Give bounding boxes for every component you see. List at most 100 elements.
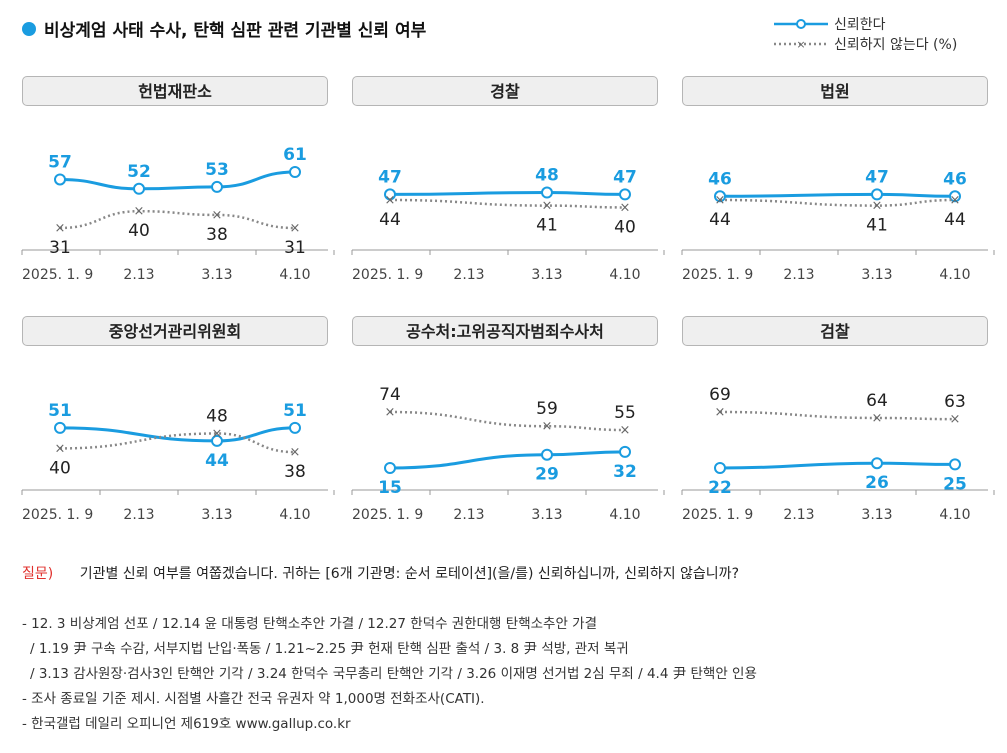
trust-data-label: 47 xyxy=(865,167,889,187)
title-text: 비상계엄 사태 수사, 탄핵 심판 관련 기관별 신뢰 여부 xyxy=(44,21,427,41)
trust-data-label: 47 xyxy=(378,167,402,187)
x-tick-label: 3.13 xyxy=(861,267,892,283)
distrust-point: × xyxy=(55,441,66,456)
distrust-point: × xyxy=(872,199,883,214)
panel-title-1: 경찰 xyxy=(352,76,658,106)
distrust-point: × xyxy=(620,423,631,438)
trust-data-label: 51 xyxy=(283,401,307,421)
trust-point xyxy=(384,188,396,201)
distrust-point: × xyxy=(620,200,631,215)
legend-distrust-line-icon: × xyxy=(774,38,828,50)
question-text: 기관별 신뢰 여부를 여쭙겠습니다. 귀하는 [6개 기관명: 순서 로테이션]… xyxy=(79,566,739,582)
distrust-point: × xyxy=(212,208,223,223)
x-tick-label: 2025. 1. 9 xyxy=(682,267,753,283)
x-tick-label: 2.13 xyxy=(123,267,154,283)
legend: 신뢰한다 × 신뢰하지 않는다 (%) xyxy=(772,14,957,54)
trust-point xyxy=(714,190,726,203)
legend-distrust-label: 신뢰하지 않는다 (%) xyxy=(834,37,958,53)
x-tick-label: 4.10 xyxy=(939,267,970,283)
x-tick-label: 2025. 1. 9 xyxy=(352,267,423,283)
distrust-data-label: 40 xyxy=(49,458,71,478)
survey-question: 질문) 기관별 신뢰 여부를 여쭙겠습니다. 귀하는 [6개 기관명: 순서 로… xyxy=(22,563,739,583)
footnote-line: - 12. 3 비상계엄 선포 / 12.14 윤 대통령 탄핵소추안 가결 /… xyxy=(22,616,598,632)
distrust-data-label: 31 xyxy=(284,238,306,258)
distrust-data-label: 48 xyxy=(206,406,228,426)
trust-series-line xyxy=(719,461,956,470)
trust-data-label: 32 xyxy=(613,462,637,482)
trust-point xyxy=(949,190,961,203)
x-tick-label: 4.10 xyxy=(939,507,970,523)
panel-title-3: 중앙선거관리위원회 xyxy=(22,316,328,346)
trust-point xyxy=(541,186,553,199)
trust-point xyxy=(54,173,66,186)
chart-title: 비상계엄 사태 수사, 탄핵 심판 관련 기관별 신뢰 여부 xyxy=(22,16,426,41)
trust-point xyxy=(211,180,223,193)
distrust-data-label: 41 xyxy=(866,216,888,236)
x-tick-label: 4.10 xyxy=(279,507,310,523)
trust-data-label: 53 xyxy=(205,160,229,180)
footnote-line: / 3.13 감사원장·검사3인 탄핵안 기각 / 3.24 한덕수 국무총리 … xyxy=(30,666,757,682)
trust-data-label: 51 xyxy=(48,401,72,421)
distrust-data-label: 40 xyxy=(614,217,636,237)
trust-point xyxy=(619,445,631,458)
x-tick-label: 2.13 xyxy=(783,507,814,523)
trust-data-label: 61 xyxy=(283,145,307,165)
distrust-data-label: 64 xyxy=(866,391,888,411)
trust-data-label: 46 xyxy=(708,169,732,189)
panel-title-0: 헌법재판소 xyxy=(22,76,328,106)
x-tick-label: 2025. 1. 9 xyxy=(22,507,93,523)
title-bullet-icon xyxy=(22,21,36,36)
x-tick-label: 2.13 xyxy=(453,507,484,523)
distrust-data-label: 59 xyxy=(536,399,558,419)
trust-point xyxy=(211,434,223,447)
distrust-point: × xyxy=(385,193,396,208)
x-tick-label: 3.13 xyxy=(201,507,232,523)
distrust-data-label: 41 xyxy=(536,216,558,236)
trust-point xyxy=(871,457,883,470)
trust-point xyxy=(871,188,883,201)
distrust-data-label: 63 xyxy=(944,392,966,412)
distrust-series-line xyxy=(389,198,626,209)
distrust-point: × xyxy=(385,405,396,420)
distrust-data-label: 38 xyxy=(206,225,228,245)
panel-title-5: 검찰 xyxy=(682,316,988,346)
distrust-point: × xyxy=(290,221,301,236)
trust-data-label: 29 xyxy=(535,465,559,485)
footnote-line: - 조사 종료일 기준 제시. 시점별 사흘간 전국 유권자 약 1,000명 … xyxy=(22,691,485,707)
x-tick-label: 2.13 xyxy=(123,507,154,523)
trust-data-label: 26 xyxy=(865,473,889,493)
distrust-series-line xyxy=(719,410,956,421)
distrust-data-label: 44 xyxy=(379,210,401,230)
trust-point xyxy=(54,421,66,434)
distrust-data-label: 44 xyxy=(709,210,731,230)
trust-series-line xyxy=(59,426,296,443)
distrust-point: × xyxy=(715,405,726,420)
line-charts: 2025. 1. 9 2.13 3.13 4.10 × × × × 57 52 53 61 31 40 38… xyxy=(21,145,995,523)
panel-title-2: 법원 xyxy=(682,76,988,106)
x-tick-label: 2.13 xyxy=(453,267,484,283)
trust-data-label: 52 xyxy=(127,162,151,182)
distrust-series-line xyxy=(59,209,296,230)
trust-point xyxy=(541,448,553,461)
distrust-point: × xyxy=(212,426,223,441)
x-tick-label: 2025. 1. 9 xyxy=(352,507,423,523)
x-tick-label: 2025. 1. 9 xyxy=(22,267,93,283)
x-tick-label: 4.10 xyxy=(609,267,640,283)
x-tick-label: 2025. 1. 9 xyxy=(682,507,753,523)
x-tick-label: 4.10 xyxy=(279,267,310,283)
distrust-point: × xyxy=(542,199,553,214)
trust-data-label: 22 xyxy=(708,478,732,498)
distrust-data-label: 40 xyxy=(128,221,150,241)
x-tick-label: 3.13 xyxy=(201,267,232,283)
legend-trust-label: 신뢰한다 xyxy=(834,17,886,33)
distrust-data-label: 38 xyxy=(284,462,306,482)
footnotes: - 12. 3 비상계엄 선포 / 12.14 윤 대통령 탄핵소추안 가결 /… xyxy=(22,612,757,737)
distrust-point: × xyxy=(872,411,883,426)
distrust-point: × xyxy=(715,193,726,208)
panel-title-4: 공수처:고위공직자범죄수사처 xyxy=(352,316,658,346)
trust-point xyxy=(289,421,301,434)
distrust-data-label: 44 xyxy=(944,210,966,230)
distrust-series-line xyxy=(389,410,626,432)
trust-data-label: 46 xyxy=(943,169,967,189)
trust-series-line xyxy=(719,192,956,198)
